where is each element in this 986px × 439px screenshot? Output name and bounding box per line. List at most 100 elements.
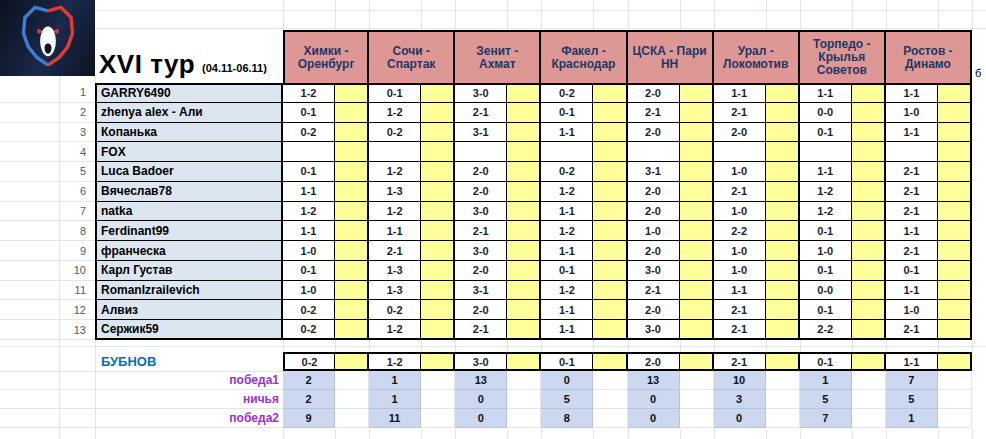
points-cell[interactable] bbox=[421, 202, 455, 222]
prediction-cell[interactable]: 1-2 bbox=[541, 281, 593, 301]
points-cell[interactable] bbox=[593, 83, 627, 103]
prediction-cell[interactable]: 0-1 bbox=[541, 103, 593, 123]
prediction-cell[interactable]: 2-1 bbox=[886, 320, 938, 340]
points-cell[interactable] bbox=[507, 281, 541, 301]
row-number[interactable]: 11 bbox=[0, 281, 95, 301]
points-cell[interactable] bbox=[335, 142, 369, 162]
player-name-cell[interactable]: Вячеслав78 bbox=[95, 182, 283, 202]
points-cell[interactable] bbox=[593, 182, 627, 202]
prediction-cell[interactable]: 2-0 bbox=[455, 182, 507, 202]
prediction-cell[interactable]: 0-2 bbox=[369, 123, 421, 143]
prediction-cell[interactable]: 1-3 bbox=[369, 182, 421, 202]
prediction-cell[interactable]: 1-2 bbox=[283, 202, 335, 222]
prediction-cell[interactable]: 1-1 bbox=[714, 281, 766, 301]
stat-value-cell[interactable]: 7 bbox=[886, 371, 938, 390]
points-cell[interactable] bbox=[852, 103, 886, 123]
points-cell[interactable] bbox=[593, 162, 627, 182]
stat-label[interactable]: победа2 bbox=[95, 409, 283, 428]
blank-cell[interactable] bbox=[593, 409, 627, 428]
points-cell[interactable] bbox=[335, 123, 369, 143]
points-cell[interactable] bbox=[680, 123, 714, 143]
prediction-cell[interactable]: 2-0 bbox=[628, 300, 680, 320]
row-number[interactable]: 13 bbox=[0, 320, 95, 340]
bubnov-points-cell[interactable] bbox=[335, 352, 369, 371]
prediction-cell[interactable]: 1-1 bbox=[541, 300, 593, 320]
blank-cell[interactable] bbox=[593, 371, 627, 390]
match-header[interactable]: Торпедо - Крылья Советов bbox=[800, 30, 886, 83]
points-cell[interactable] bbox=[938, 261, 972, 281]
prediction-cell[interactable]: 2-1 bbox=[369, 241, 421, 261]
stat-value-cell[interactable]: 0 bbox=[455, 409, 507, 428]
points-cell[interactable] bbox=[766, 83, 800, 103]
prediction-cell[interactable]: 2-0 bbox=[628, 123, 680, 143]
points-cell[interactable] bbox=[335, 162, 369, 182]
points-cell[interactable] bbox=[680, 241, 714, 261]
points-cell[interactable] bbox=[421, 162, 455, 182]
prediction-cell[interactable]: 2-1 bbox=[628, 281, 680, 301]
points-cell[interactable] bbox=[507, 241, 541, 261]
points-cell[interactable] bbox=[766, 221, 800, 241]
points-cell[interactable] bbox=[507, 202, 541, 222]
points-cell[interactable] bbox=[852, 261, 886, 281]
prediction-cell[interactable]: 1-0 bbox=[714, 241, 766, 261]
points-cell[interactable] bbox=[766, 281, 800, 301]
stat-value-cell[interactable]: 3 bbox=[714, 390, 766, 409]
points-cell[interactable] bbox=[766, 162, 800, 182]
prediction-cell[interactable]: 3-0 bbox=[455, 202, 507, 222]
bubnov-points-cell[interactable] bbox=[507, 352, 541, 371]
prediction-cell[interactable]: 1-2 bbox=[369, 202, 421, 222]
prediction-cell[interactable]: 0-1 bbox=[283, 103, 335, 123]
points-cell[interactable] bbox=[938, 202, 972, 222]
blank-cell[interactable] bbox=[507, 409, 541, 428]
prediction-cell[interactable]: 1-3 bbox=[369, 261, 421, 281]
stat-value-cell[interactable]: 1 bbox=[800, 371, 852, 390]
points-cell[interactable] bbox=[421, 103, 455, 123]
prediction-cell[interactable]: 3-1 bbox=[455, 281, 507, 301]
points-cell[interactable] bbox=[766, 300, 800, 320]
points-cell[interactable] bbox=[507, 320, 541, 340]
points-cell[interactable] bbox=[938, 241, 972, 261]
prediction-cell[interactable]: 2-1 bbox=[886, 162, 938, 182]
prediction-cell[interactable]: 1-2 bbox=[541, 221, 593, 241]
bubnov-points-cell[interactable] bbox=[593, 352, 627, 371]
prediction-cell[interactable]: 2-0 bbox=[628, 83, 680, 103]
bubnov-prediction-cell[interactable]: 3-0 bbox=[455, 352, 507, 371]
points-cell[interactable] bbox=[938, 103, 972, 123]
points-cell[interactable] bbox=[507, 261, 541, 281]
blank-cell[interactable] bbox=[938, 409, 972, 428]
points-cell[interactable] bbox=[766, 261, 800, 281]
points-cell[interactable] bbox=[421, 300, 455, 320]
prediction-cell[interactable] bbox=[800, 142, 852, 162]
points-cell[interactable] bbox=[680, 162, 714, 182]
prediction-cell[interactable] bbox=[714, 142, 766, 162]
player-name-cell[interactable]: Копанька bbox=[95, 123, 283, 143]
points-cell[interactable] bbox=[421, 320, 455, 340]
prediction-cell[interactable]: 0-0 bbox=[800, 281, 852, 301]
bubnov-points-cell[interactable] bbox=[766, 352, 800, 371]
prediction-cell[interactable]: 2-1 bbox=[886, 241, 938, 261]
points-cell[interactable] bbox=[680, 300, 714, 320]
points-cell[interactable] bbox=[680, 221, 714, 241]
stat-value-cell[interactable]: 13 bbox=[455, 371, 507, 390]
blank-cell[interactable] bbox=[680, 390, 714, 409]
points-cell[interactable] bbox=[593, 123, 627, 143]
match-header[interactable]: Факел - Краснодар bbox=[541, 30, 627, 83]
blank-cell[interactable] bbox=[335, 371, 369, 390]
match-header[interactable]: Ростов - Динамо bbox=[886, 30, 972, 83]
bubnov-prediction-cell[interactable]: 0-1 bbox=[541, 352, 593, 371]
player-name-cell[interactable]: zhenya alex - Али bbox=[95, 103, 283, 123]
blank-cell[interactable] bbox=[507, 390, 541, 409]
match-header[interactable]: Сочи - Спартак bbox=[369, 30, 455, 83]
bubnov-label-cell[interactable]: БУБНОВ bbox=[95, 352, 283, 371]
blank-cell[interactable] bbox=[335, 409, 369, 428]
prediction-cell[interactable]: 2-1 bbox=[455, 320, 507, 340]
stat-value-cell[interactable]: 10 bbox=[714, 371, 766, 390]
prediction-cell[interactable]: 2-0 bbox=[455, 300, 507, 320]
bubnov-prediction-cell[interactable]: 2-1 bbox=[714, 352, 766, 371]
prediction-cell[interactable]: 1-1 bbox=[283, 182, 335, 202]
stat-value-cell[interactable]: 1 bbox=[369, 371, 421, 390]
points-cell[interactable] bbox=[335, 103, 369, 123]
player-name-cell[interactable]: Алвиз bbox=[95, 300, 283, 320]
bubnov-prediction-cell[interactable]: 1-1 bbox=[886, 352, 938, 371]
points-cell[interactable] bbox=[335, 281, 369, 301]
